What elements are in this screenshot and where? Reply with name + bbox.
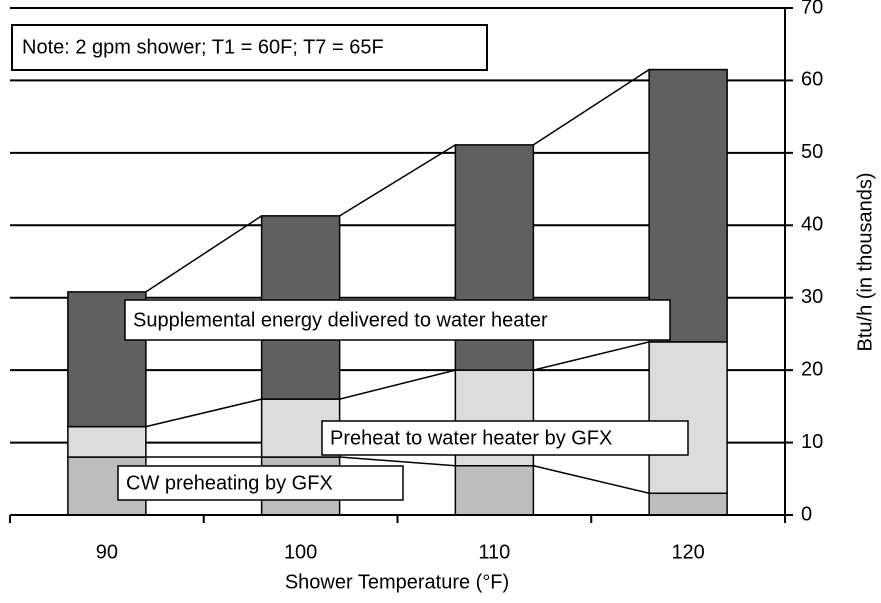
x-tick-label: 90 — [96, 541, 118, 563]
y-tick-label: 40 — [801, 214, 823, 236]
series-line — [533, 465, 650, 495]
series-line — [339, 144, 456, 217]
series-label-box — [321, 420, 689, 456]
series-label: CW preheating by GFX — [126, 472, 333, 494]
series-label: Supplemental energy delivered to water h… — [133, 309, 548, 331]
note-box — [11, 24, 488, 71]
series-label: Preheat to water heater by GFX — [330, 427, 612, 449]
series-line — [533, 341, 650, 371]
bar-segment — [67, 425, 147, 458]
series-label-box — [124, 299, 671, 341]
y-tick-label: 50 — [801, 141, 823, 163]
note: Note: 2 gpm shower; T1 = 60F; T7 = 65F — [22, 36, 384, 58]
y-axis-title: Btu/h (in thousands) — [854, 173, 876, 352]
x-tick-label: 120 — [671, 541, 704, 563]
y-tick-label: 10 — [801, 431, 823, 453]
x-tick-label: 100 — [284, 541, 317, 563]
bar-segment — [648, 341, 728, 495]
series-line — [532, 68, 650, 146]
bar-segment — [648, 492, 728, 516]
series-labels: CW preheating by GFX Preheat to water hea… — [117, 299, 689, 501]
series-line — [145, 398, 262, 428]
y-tick-label: 30 — [801, 286, 823, 308]
bar-segment — [648, 68, 728, 343]
x-tick-label: 110 — [478, 541, 510, 563]
bar-segment — [454, 464, 535, 516]
y-tick-label: 60 — [801, 69, 823, 91]
y-tick-label: 0 — [801, 503, 812, 525]
y-tick-label: 70 — [801, 0, 823, 18]
series-line — [339, 456, 456, 467]
series-line — [339, 369, 456, 400]
series-label-box — [117, 465, 404, 501]
series-lines — [145, 68, 650, 495]
series-line — [145, 215, 263, 293]
axes: 0 10 20 30 40 50 60 70 90 100 110 120 — [9, 0, 823, 563]
x-axis-title: Shower Temperature (°F) — [285, 571, 509, 593]
y-tick-label: 20 — [801, 358, 823, 380]
